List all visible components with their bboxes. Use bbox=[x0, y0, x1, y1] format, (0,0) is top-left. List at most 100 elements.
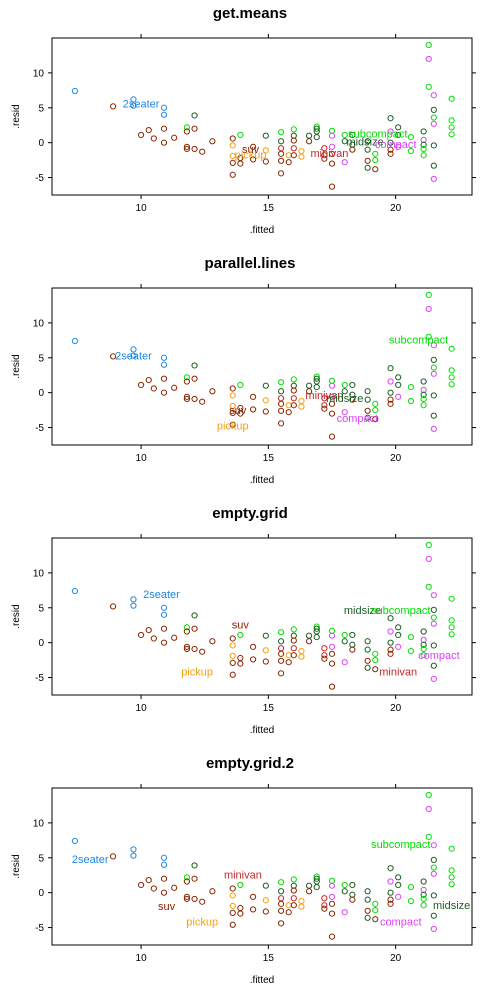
data-point-suv bbox=[262, 908, 269, 915]
data-point-suv bbox=[262, 408, 269, 415]
data-point-minivan bbox=[321, 645, 328, 652]
data-point-pickup bbox=[229, 892, 236, 899]
data-point-compact bbox=[341, 409, 348, 416]
data-point-subcompact bbox=[372, 407, 379, 414]
data-point-pickup bbox=[262, 147, 269, 154]
data-point-compact bbox=[387, 128, 394, 135]
data-point-suv bbox=[328, 410, 336, 417]
data-point-midsize bbox=[341, 638, 348, 645]
y-axis-label: .resid bbox=[11, 854, 22, 878]
data-point-compact bbox=[328, 143, 336, 150]
data-point-midsize bbox=[341, 138, 348, 145]
y-tick-label: -5 bbox=[35, 173, 44, 184]
data-point-suv bbox=[290, 887, 297, 894]
data-point-suv bbox=[290, 137, 297, 144]
data-point-suv bbox=[277, 650, 285, 657]
data-point-suv bbox=[191, 625, 198, 632]
data-point-midsize bbox=[262, 882, 269, 889]
data-point-pickup bbox=[262, 897, 269, 904]
data-point-midsize bbox=[341, 888, 348, 895]
data-point-pickup bbox=[285, 402, 292, 409]
data-point-minivan bbox=[321, 145, 328, 152]
data-point-suv bbox=[262, 158, 269, 165]
y-tick-label: 5 bbox=[38, 103, 44, 114]
data-point-suv bbox=[364, 157, 371, 164]
data-point-midsize bbox=[395, 131, 402, 139]
data-point-suv bbox=[277, 400, 285, 407]
data-point-midsize bbox=[420, 391, 427, 398]
group-label-subcompact: subcompact bbox=[389, 335, 448, 347]
data-point-midsize bbox=[430, 142, 437, 149]
data-point-compact bbox=[430, 592, 437, 599]
data-point-suv bbox=[160, 639, 168, 646]
y-tick-label: 0 bbox=[38, 138, 44, 149]
data-point-2seater bbox=[160, 854, 168, 861]
data-point-midsize bbox=[305, 882, 313, 889]
data-point-compact bbox=[430, 620, 437, 627]
data-point-suv bbox=[183, 878, 191, 885]
data-point-suv bbox=[387, 400, 394, 407]
data-point-subcompact bbox=[372, 657, 379, 664]
data-point-subcompact bbox=[425, 291, 432, 299]
data-point-subcompact bbox=[407, 133, 415, 141]
data-point-2seater bbox=[71, 587, 79, 595]
data-point-compact bbox=[387, 378, 394, 385]
data-point-midsize bbox=[430, 392, 437, 399]
data-point-compact bbox=[430, 870, 437, 877]
data-point-suv bbox=[229, 921, 236, 928]
data-point-minivan bbox=[321, 402, 328, 409]
data-point-2seater bbox=[160, 361, 168, 368]
data-point-2seater bbox=[130, 352, 137, 359]
data-point-suv bbox=[160, 625, 168, 632]
data-point-compact bbox=[395, 143, 402, 150]
data-point-suv bbox=[328, 183, 336, 190]
chart-title: get.means bbox=[213, 5, 287, 22]
data-point-suv bbox=[277, 157, 285, 164]
data-point-midsize bbox=[430, 106, 437, 113]
data-point-subcompact bbox=[420, 145, 427, 153]
data-point-midsize bbox=[313, 375, 320, 382]
data-point-suv bbox=[321, 405, 328, 412]
plot-frame bbox=[51, 37, 473, 196]
data-point-subcompact bbox=[372, 150, 379, 157]
data-point-suv bbox=[249, 893, 257, 900]
y-axis-label: .resid bbox=[11, 354, 22, 378]
x-tick-label: 15 bbox=[263, 203, 275, 214]
data-point-midsize bbox=[420, 141, 427, 148]
data-point-suv bbox=[183, 643, 191, 650]
data-point-midsize bbox=[420, 128, 427, 135]
data-point-midsize bbox=[364, 914, 371, 921]
data-point-suv bbox=[372, 666, 379, 673]
y-tick-label: -5 bbox=[35, 673, 44, 684]
data-point-suv bbox=[277, 900, 285, 907]
data-point-suv bbox=[262, 658, 269, 665]
data-point-suv bbox=[160, 125, 168, 132]
x-tick-label: 15 bbox=[263, 703, 275, 714]
x-tick-label: 20 bbox=[390, 953, 402, 964]
data-point-subcompact bbox=[430, 864, 437, 871]
data-point-midsize bbox=[430, 162, 437, 169]
data-point-compact bbox=[425, 555, 432, 563]
data-point-suv bbox=[183, 395, 191, 403]
x-axis-label: .fitted bbox=[250, 725, 274, 736]
x-tick-label: 20 bbox=[390, 453, 402, 464]
data-point-subcompact bbox=[448, 131, 455, 138]
data-point-2seater bbox=[160, 604, 168, 611]
data-point-minivan bbox=[321, 152, 328, 159]
data-point-minivan bbox=[290, 145, 297, 152]
data-point-midsize bbox=[313, 883, 320, 891]
data-point-pickup bbox=[298, 897, 305, 905]
data-point-minivan bbox=[290, 895, 297, 902]
data-point-midsize bbox=[420, 378, 427, 385]
data-point-midsize bbox=[420, 891, 427, 898]
data-point-midsize bbox=[364, 146, 371, 153]
data-point-suv bbox=[199, 648, 206, 655]
data-point-suv bbox=[160, 889, 168, 896]
data-point-suv bbox=[328, 910, 336, 917]
data-point-suv bbox=[229, 659, 236, 667]
x-tick-label: 10 bbox=[136, 703, 148, 714]
data-point-suv bbox=[305, 888, 313, 895]
data-point-suv bbox=[209, 388, 216, 395]
data-point-suv bbox=[290, 402, 297, 409]
data-point-suv bbox=[249, 643, 257, 650]
